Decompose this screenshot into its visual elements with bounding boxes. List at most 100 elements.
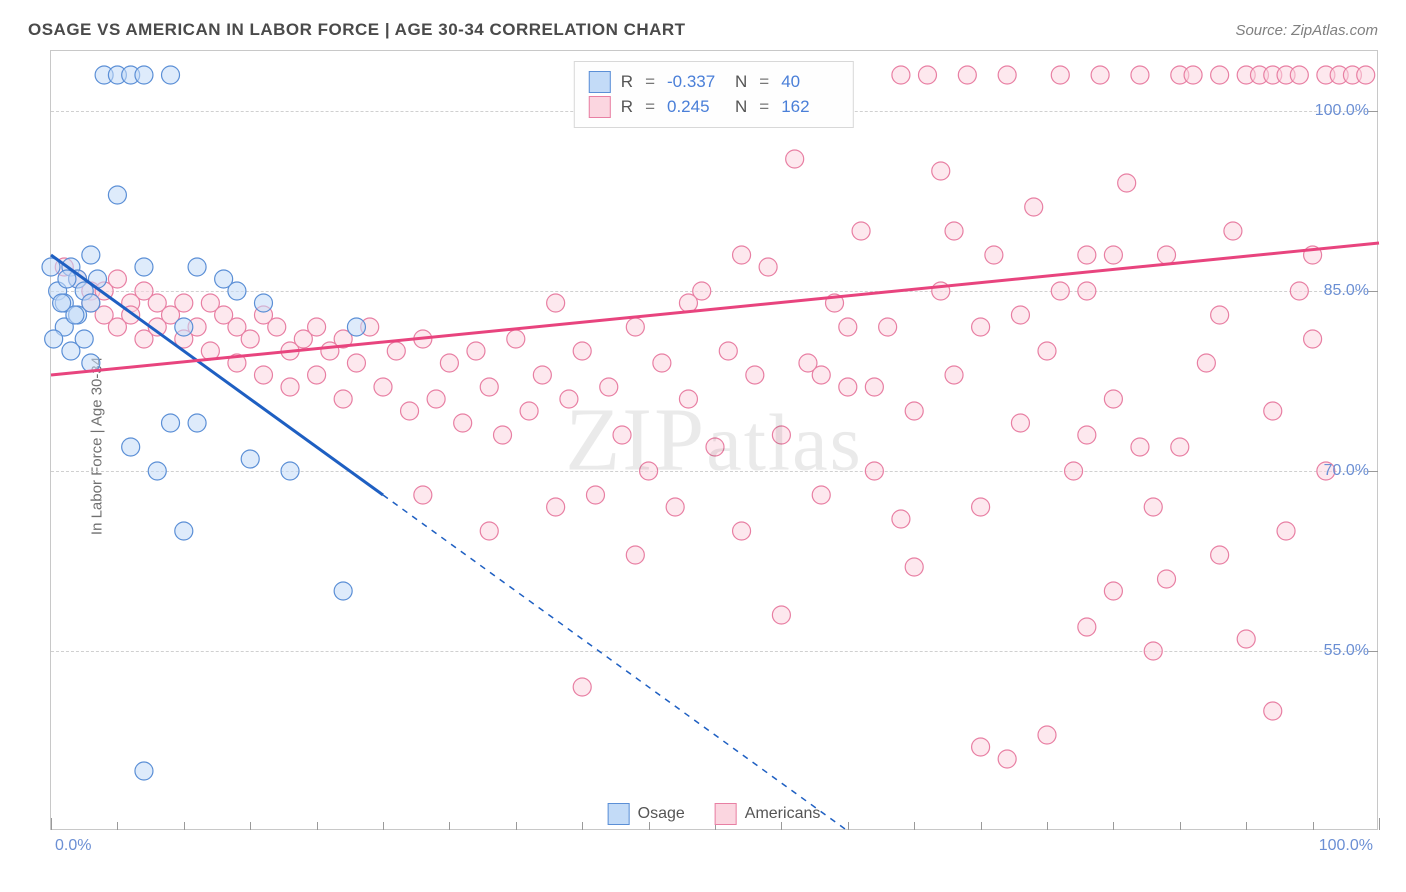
legend-swatch (589, 71, 611, 93)
scatter-point-pink (1051, 66, 1069, 84)
y-tick-label: 70.0% (1324, 462, 1369, 480)
scatter-point-blue (347, 318, 365, 336)
scatter-point-pink (573, 678, 591, 696)
scatter-point-pink (918, 66, 936, 84)
scatter-point-pink (1290, 66, 1308, 84)
legend-n-value: 162 (781, 97, 839, 117)
scatter-point-pink (679, 390, 697, 408)
scatter-point-pink (786, 150, 804, 168)
scatter-point-pink (414, 486, 432, 504)
scatter-point-pink (1277, 522, 1295, 540)
scatter-point-pink (998, 66, 1016, 84)
scatter-point-pink (533, 366, 551, 384)
scatter-point-pink (1158, 246, 1176, 264)
scatter-point-pink (905, 558, 923, 576)
legend-row: R= -0.337 N= 40 (589, 71, 839, 93)
scatter-point-pink (308, 318, 326, 336)
scatter-point-pink (1171, 438, 1189, 456)
x-tick (449, 822, 450, 830)
x-tick (317, 822, 318, 830)
x-tick (250, 822, 251, 830)
scatter-point-pink (892, 510, 910, 528)
chart-source: Source: ZipAtlas.com (1235, 22, 1378, 39)
y-tick-label: 55.0% (1324, 642, 1369, 660)
y-tick-label: 85.0% (1324, 282, 1369, 300)
x-tick (981, 822, 982, 830)
scatter-point-pink (1078, 246, 1096, 264)
scatter-point-pink (945, 222, 963, 240)
scatter-point-pink (1091, 66, 1109, 84)
scatter-point-blue (188, 258, 206, 276)
scatter-point-pink (600, 378, 618, 396)
scatter-point-pink (573, 342, 591, 360)
scatter-point-pink (1051, 282, 1069, 300)
scatter-point-pink (427, 390, 445, 408)
scatter-point-pink (972, 738, 990, 756)
y-tick-label: 100.0% (1315, 102, 1369, 120)
scatter-point-pink (719, 342, 737, 360)
legend-swatch (608, 803, 630, 825)
scatter-point-blue (135, 762, 153, 780)
scatter-point-pink (865, 378, 883, 396)
scatter-point-pink (1264, 702, 1282, 720)
scatter-point-pink (440, 354, 458, 372)
scatter-point-pink (387, 342, 405, 360)
series-legend: Osage Americans (608, 803, 821, 825)
scatter-point-blue (334, 582, 352, 600)
scatter-point-pink (932, 162, 950, 180)
scatter-point-pink (401, 402, 419, 420)
scatter-point-blue (254, 294, 272, 312)
scatter-point-pink (560, 390, 578, 408)
scatter-point-pink (467, 342, 485, 360)
x-tick (1047, 822, 1048, 830)
scatter-point-pink (586, 486, 604, 504)
scatter-point-pink (733, 246, 751, 264)
scatter-point-pink (1038, 342, 1056, 360)
scatter-point-pink (1078, 282, 1096, 300)
x-tick (914, 822, 915, 830)
scatter-point-pink (1211, 546, 1229, 564)
scatter-point-blue (135, 258, 153, 276)
scatter-point-pink (1184, 66, 1202, 84)
scatter-point-pink (879, 318, 897, 336)
x-tick (1180, 822, 1181, 830)
scatter-point-pink (254, 366, 272, 384)
scatter-point-pink (1158, 570, 1176, 588)
scatter-point-blue (108, 186, 126, 204)
legend-r-label: R (621, 97, 633, 117)
scatter-point-blue (162, 414, 180, 432)
scatter-point-pink (958, 66, 976, 84)
scatter-point-pink (1211, 66, 1229, 84)
chart-title: OSAGE VS AMERICAN IN LABOR FORCE | AGE 3… (28, 20, 686, 40)
legend-n-label: N (735, 97, 747, 117)
scatter-point-blue (281, 462, 299, 480)
scatter-point-pink (892, 66, 910, 84)
scatter-point-blue (175, 318, 193, 336)
scatter-point-pink (1104, 246, 1122, 264)
legend-n-value: 40 (781, 72, 839, 92)
scatter-point-pink (972, 318, 990, 336)
x-tick (117, 822, 118, 830)
scatter-point-blue (228, 282, 246, 300)
scatter-point-pink (1144, 498, 1162, 516)
scatter-point-pink (1197, 354, 1215, 372)
scatter-point-pink (1065, 462, 1083, 480)
scatter-point-pink (494, 426, 512, 444)
scatter-point-pink (1078, 618, 1096, 636)
scatter-point-pink (653, 354, 671, 372)
scatter-point-pink (1131, 66, 1149, 84)
scatter-point-pink (1290, 282, 1308, 300)
scatter-point-pink (1011, 306, 1029, 324)
scatter-point-blue (75, 330, 93, 348)
scatter-point-pink (1118, 174, 1136, 192)
scatter-point-blue (66, 306, 84, 324)
scatter-point-pink (1264, 402, 1282, 420)
scatter-point-pink (626, 318, 644, 336)
scatter-point-pink (1144, 642, 1162, 660)
scatter-point-pink (347, 354, 365, 372)
scatter-point-pink (520, 402, 538, 420)
x-tick (582, 822, 583, 830)
legend-label: Americans (745, 805, 821, 822)
chart-plot-area: ZIPatlas R= -0.337 N= 40 R= 0.245 N= 162… (50, 50, 1378, 830)
series-legend-item: Osage (608, 803, 685, 825)
